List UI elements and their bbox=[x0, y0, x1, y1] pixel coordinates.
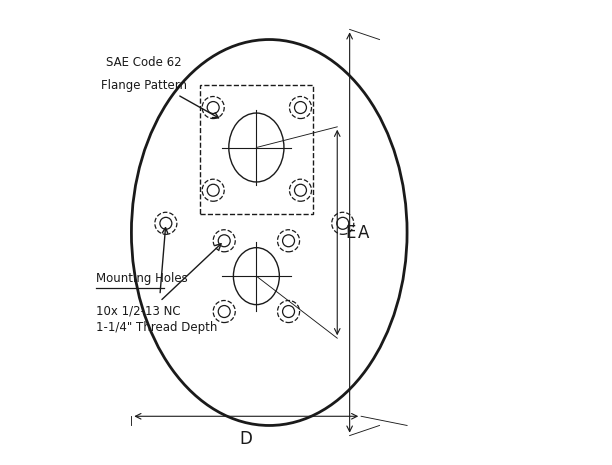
Bar bbox=[200, 86, 313, 214]
Text: Mounting Holes: Mounting Holes bbox=[95, 272, 187, 286]
Text: Flange Pattern: Flange Pattern bbox=[101, 80, 187, 93]
Text: SAE Code 62: SAE Code 62 bbox=[106, 56, 182, 69]
Text: 10x 1/2-13 NC: 10x 1/2-13 NC bbox=[95, 304, 180, 317]
Text: 1-1/4" Thread Depth: 1-1/4" Thread Depth bbox=[95, 320, 217, 333]
Text: D: D bbox=[240, 430, 253, 448]
Text: E: E bbox=[345, 224, 356, 241]
Text: A: A bbox=[358, 224, 369, 241]
